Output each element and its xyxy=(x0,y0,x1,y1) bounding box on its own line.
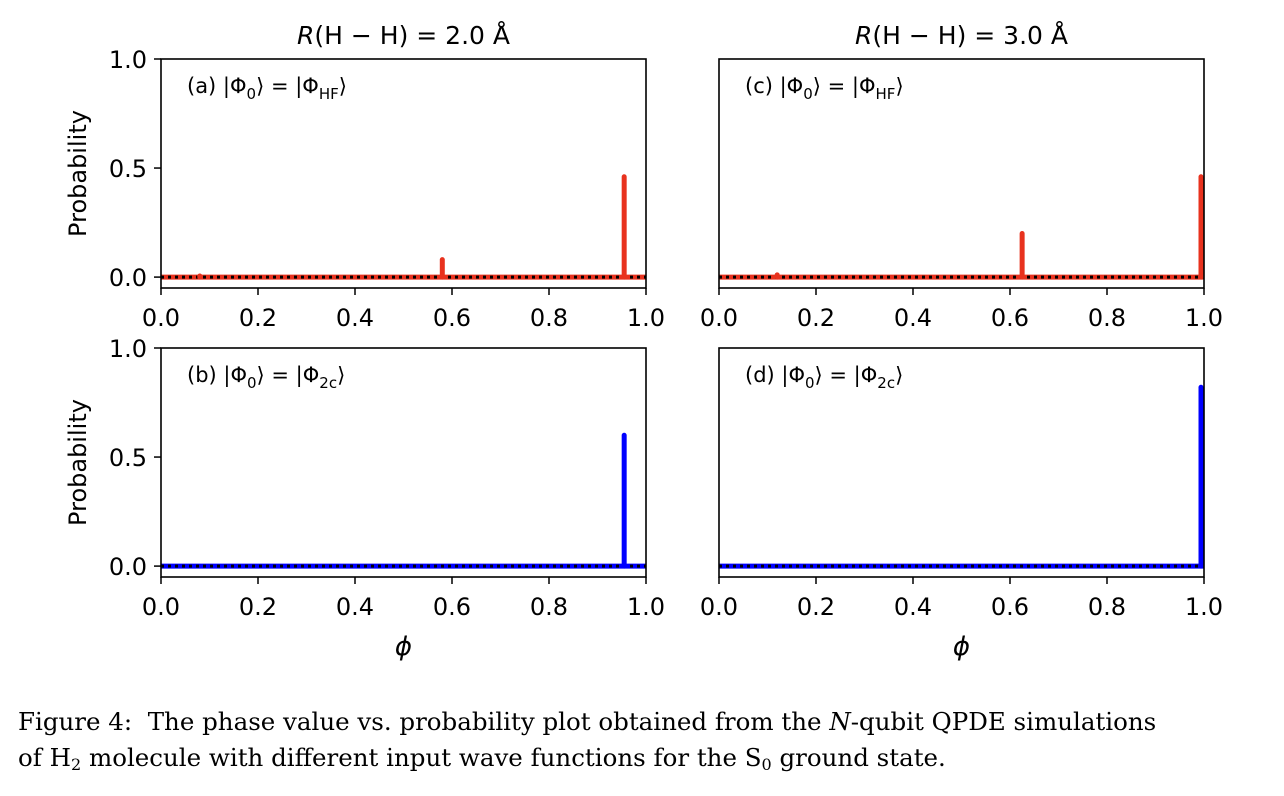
x-tick-label: 0.8 xyxy=(530,593,568,621)
annotation-text: ⟩ xyxy=(895,363,903,387)
plot-frame xyxy=(718,347,1205,578)
annotation-text: (b) |Φ xyxy=(187,363,247,388)
annotation-text: ⟩ xyxy=(337,363,345,387)
x-tick-label: 0.2 xyxy=(797,593,835,621)
x-tick-label: 0.8 xyxy=(1088,593,1126,621)
annotation-subscript: 2c xyxy=(877,374,895,392)
x-tick-label: 0.0 xyxy=(700,304,738,332)
title-text: (H − H) = 2.0 Å xyxy=(314,21,510,50)
panel-annotation: (c) |Φ0⟩ = |ΦHF⟩ xyxy=(745,74,904,103)
title-text: (H − H) = 3.0 Å xyxy=(872,21,1068,50)
x-tick-label: 1.0 xyxy=(627,593,665,621)
annotation-text: (d) |Φ xyxy=(745,363,805,388)
x-tick-label: 0.6 xyxy=(433,593,471,621)
x-tick-label: 1.0 xyxy=(627,304,665,332)
x-axis-label: ϕ xyxy=(395,632,412,662)
x-axis-label: ϕ xyxy=(953,632,970,662)
annotation-subscript: 0 xyxy=(247,374,257,392)
y-tick-label: 0.0 xyxy=(109,264,147,292)
caption-line-1: Figure 4: The phase value vs. probabilit… xyxy=(18,707,1157,736)
x-tick-label: 0.0 xyxy=(142,593,180,621)
x-tick-label: 0.0 xyxy=(700,593,738,621)
x-tick-label: 0.8 xyxy=(530,304,568,332)
annotation-subscript: HF xyxy=(876,85,896,103)
annotation-text: ⟩ = |Φ xyxy=(815,363,878,388)
plot-frame xyxy=(160,347,647,578)
x-tick-label: 0.4 xyxy=(894,304,932,332)
y-tick-label: 0.5 xyxy=(109,155,147,183)
x-tick-label: 0.4 xyxy=(336,593,374,621)
x-tick-label: 0.2 xyxy=(797,304,835,332)
y-tick-label: 0.5 xyxy=(109,444,147,472)
panel-a: 0.0 0.2 0.4 0.6 0.8 1.00.00.51.0ProbabilityR(… xyxy=(64,21,665,332)
y-tick-label: 0.0 xyxy=(109,553,147,581)
figure-caption: Figure 4: The phase value vs. probabilit… xyxy=(18,704,1273,776)
annotation-text: ⟩ xyxy=(895,74,903,98)
column-title: R(H − H) = 3.0 Å xyxy=(855,21,1068,50)
panel-b: 0.0 0.2 0.4 0.6 0.8 1.0 0.0 0.5 1.0 Probability ϕ (… xyxy=(64,335,665,662)
title-variable: R xyxy=(297,21,314,50)
column-title: R(H − H) = 2.0 Å xyxy=(297,21,510,50)
x-tick-label: 0.6 xyxy=(991,593,1029,621)
x-tick-label: 0.2 xyxy=(239,304,277,332)
panel-c: 0.0 0.2 0.4 0.6 0.8 1.0 R(H − H) = 3.0 Å (c) |Φ… xyxy=(700,21,1223,332)
panel-annotation: (b) |Φ0⟩ = |Φ2c⟩ xyxy=(187,363,345,392)
x-tick-label: 1.0 xyxy=(1185,593,1223,621)
annotation-subscript: 2c xyxy=(319,374,337,392)
caption-line-2: of H2 molecule with different input wave… xyxy=(18,743,946,774)
caption-prefix: Figure 4: xyxy=(18,707,133,736)
x-tick-label: 0.2 xyxy=(239,593,277,621)
x-tick-label: 0.4 xyxy=(336,304,374,332)
panel-d: 0.0 0.2 0.4 0.6 0.8 1.0 ϕ (d) |Φ0⟩ = |Φ2c⟩ xyxy=(700,347,1223,662)
plot-frame xyxy=(718,58,1205,289)
x-tick-label: 0.6 xyxy=(433,304,471,332)
annotation-text: ⟩ = |Φ xyxy=(256,74,319,99)
panel-annotation: (a) |Φ0⟩ = |ΦHF⟩ xyxy=(187,74,347,103)
y-axis-label: Probability xyxy=(64,110,92,237)
annotation-subscript: HF xyxy=(319,85,339,103)
panel-annotation: (d) |Φ0⟩ = |Φ2c⟩ xyxy=(745,363,903,392)
annotation-subscript: 0 xyxy=(805,374,815,392)
x-tick-label: 0.4 xyxy=(894,593,932,621)
y-tick-label: 1.0 xyxy=(109,335,147,363)
title-variable: R xyxy=(855,21,872,50)
figure: 0.0 0.2 0.4 0.6 0.8 1.00.00.51.0ProbabilityR(… xyxy=(64,21,1223,662)
y-axis-label: Probability xyxy=(64,399,92,526)
annotation-text: (a) |Φ xyxy=(187,74,247,99)
annotation-text: (c) |Φ xyxy=(745,74,803,99)
x-tick-label: 0.8 xyxy=(1088,304,1126,332)
annotation-subscript: 0 xyxy=(803,85,813,103)
annotation-text: ⟩ xyxy=(339,74,347,98)
annotation-subscript: 0 xyxy=(247,85,257,103)
plot-frame xyxy=(160,58,647,289)
annotation-text: ⟩ = |Φ xyxy=(257,363,320,388)
y-tick-label: 1.0 xyxy=(109,46,147,74)
x-tick-label: 1.0 xyxy=(1185,304,1223,332)
x-tick-label: 0.0 xyxy=(142,304,180,332)
x-tick-label: 0.6 xyxy=(991,304,1029,332)
annotation-text: ⟩ = |Φ xyxy=(813,74,876,99)
